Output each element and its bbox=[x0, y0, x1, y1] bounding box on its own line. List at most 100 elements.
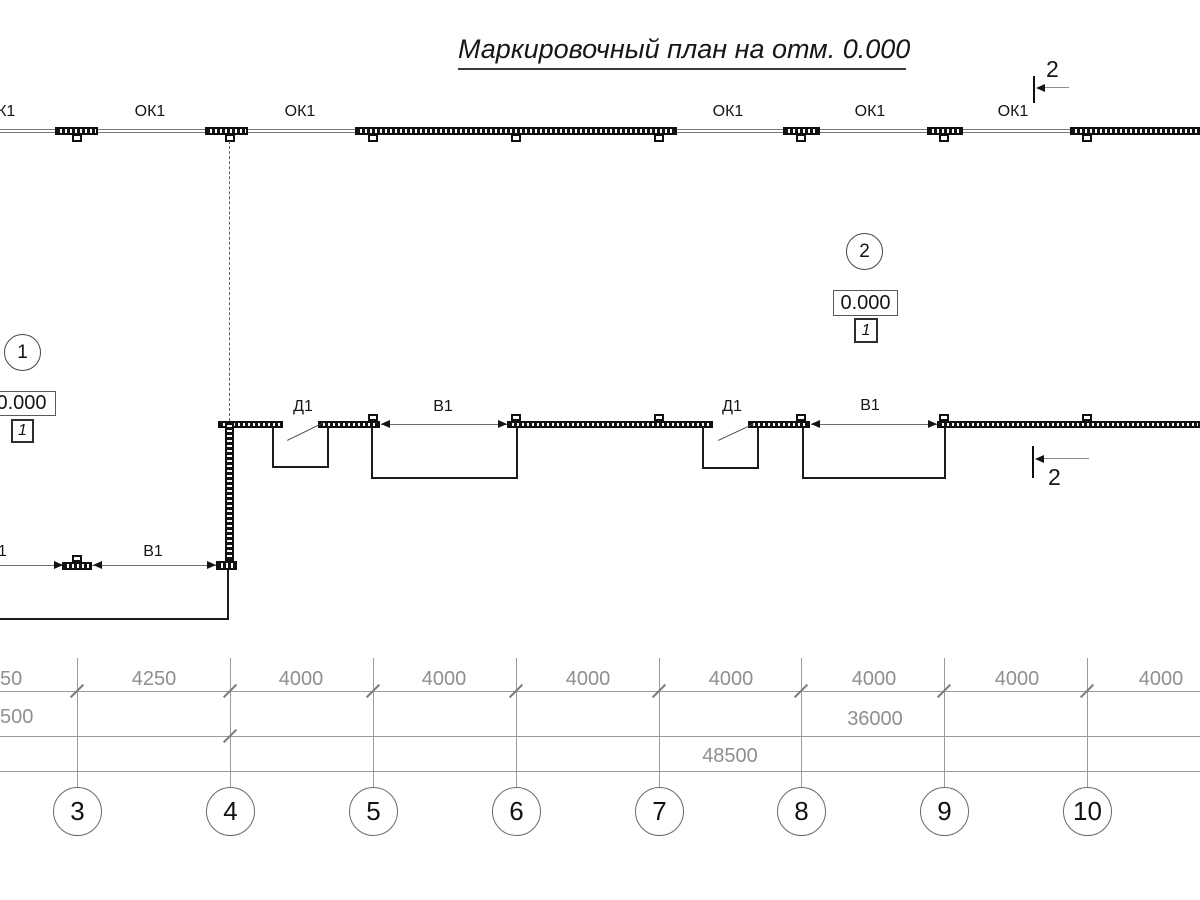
grid-line bbox=[516, 658, 517, 787]
elevation-value: 0.000 bbox=[0, 392, 47, 414]
window-label: ОК1 bbox=[997, 103, 1029, 120]
wall-pier bbox=[62, 562, 92, 570]
axis-circle: 3 bbox=[53, 787, 102, 836]
opening-arrow-icon bbox=[498, 420, 507, 428]
section-mark-label: 2 bbox=[1048, 464, 1061, 490]
grid-line bbox=[230, 658, 231, 787]
drawing-title: Маркировочный план на отм. 0.000 bbox=[458, 34, 910, 70]
note-number: 1 bbox=[18, 422, 27, 439]
view-circle: 2 bbox=[846, 233, 883, 270]
window-label: ОК1 bbox=[0, 103, 16, 120]
opening-arrow-icon bbox=[54, 561, 63, 569]
view-circle-number: 2 bbox=[859, 240, 870, 262]
wall-segment bbox=[507, 421, 713, 428]
gate-label: В1 bbox=[143, 543, 163, 560]
axis-circle: 10 bbox=[1063, 787, 1112, 836]
dimension-line bbox=[0, 771, 1200, 772]
section-mark-arrow-line bbox=[1039, 458, 1089, 459]
axis-number: 4 bbox=[223, 796, 238, 826]
gate-pit-outline bbox=[802, 427, 946, 479]
grid-line bbox=[801, 658, 802, 787]
section-mark-line bbox=[1032, 446, 1034, 478]
dim-label: 50 bbox=[0, 668, 23, 690]
elevation-box: 0.000 bbox=[833, 290, 898, 316]
opening-arrow-icon bbox=[811, 420, 820, 428]
axis-circle: 7 bbox=[635, 787, 684, 836]
dim-label: 36000 bbox=[847, 708, 903, 730]
dashed-axis-line bbox=[229, 141, 230, 421]
axis-circle: 9 bbox=[920, 787, 969, 836]
gate-pit-outline bbox=[371, 427, 518, 479]
grid-line bbox=[659, 658, 660, 787]
door-label: Д1 bbox=[293, 398, 313, 415]
note-number: 1 bbox=[861, 321, 871, 339]
column-tab bbox=[225, 134, 235, 142]
dim-label: 4000 bbox=[565, 668, 611, 690]
grid-line bbox=[944, 658, 945, 787]
section-mark-label: 2 bbox=[1046, 56, 1059, 82]
dim-label: 48500 bbox=[702, 745, 758, 767]
section-mark-line bbox=[1033, 76, 1035, 103]
gate-label: В1 bbox=[860, 397, 880, 414]
dim-label: 4000 bbox=[851, 668, 897, 690]
grid-line bbox=[77, 658, 78, 787]
dim-label: 4000 bbox=[708, 668, 754, 690]
axis-number: 8 bbox=[794, 796, 809, 826]
column-tab bbox=[654, 134, 664, 142]
axis-circle: 5 bbox=[349, 787, 398, 836]
dim-label: 4000 bbox=[1138, 668, 1184, 690]
axis-number: 3 bbox=[70, 796, 85, 826]
axis-number: 5 bbox=[366, 796, 381, 826]
gate-opening-line bbox=[811, 424, 937, 425]
elevation-box: 0.000 bbox=[0, 391, 56, 416]
axis-number: 10 bbox=[1073, 796, 1102, 826]
note-box: 1 bbox=[11, 419, 34, 443]
axis-circle: 8 bbox=[777, 787, 826, 836]
dim-label: 4250 bbox=[131, 668, 177, 690]
view-circle-number: 1 bbox=[17, 341, 28, 363]
gate-label: В1 bbox=[0, 543, 7, 560]
opening-arrow-icon bbox=[381, 420, 390, 428]
column-tab bbox=[72, 555, 82, 562]
dimension-line bbox=[0, 691, 1200, 692]
gate-pit-outline bbox=[0, 570, 229, 620]
section-mark-arrow-line bbox=[1040, 87, 1069, 88]
column-tab bbox=[796, 414, 806, 421]
column-tab bbox=[368, 414, 378, 421]
gate-opening-line bbox=[0, 565, 216, 566]
axis-number: 7 bbox=[652, 796, 667, 826]
axis-number: 6 bbox=[509, 796, 524, 826]
opening-arrow-icon bbox=[207, 561, 216, 569]
gate-opening-line bbox=[381, 424, 507, 425]
wall-pier bbox=[1070, 127, 1200, 135]
window-label: ОК1 bbox=[284, 103, 316, 120]
opening-arrow-icon bbox=[93, 561, 102, 569]
column-tab bbox=[511, 134, 521, 142]
window-label: ОК1 bbox=[712, 103, 744, 120]
view-circle: 1 bbox=[4, 334, 41, 371]
axis-number: 9 bbox=[937, 796, 952, 826]
axis-circle: 6 bbox=[492, 787, 541, 836]
opening-arrow-icon bbox=[928, 420, 937, 428]
grid-line bbox=[373, 658, 374, 787]
column-tab bbox=[1082, 414, 1092, 421]
section-arrow-icon bbox=[1036, 84, 1045, 92]
column-tab bbox=[654, 414, 664, 421]
door-pit-outline bbox=[702, 427, 759, 469]
note-box: 1 bbox=[854, 318, 878, 343]
door-label: Д1 bbox=[722, 398, 742, 415]
door-pit-outline bbox=[272, 427, 329, 468]
axis-circle: 4 bbox=[206, 787, 255, 836]
column-tab bbox=[72, 134, 82, 142]
wall-segment bbox=[218, 421, 283, 428]
gate-label: В1 bbox=[433, 398, 453, 415]
column-tab bbox=[939, 134, 949, 142]
column-tab bbox=[1082, 134, 1092, 142]
dim-label: 4000 bbox=[278, 668, 324, 690]
column-tab bbox=[796, 134, 806, 142]
wall-segment-vertical bbox=[225, 421, 234, 562]
wall-footing bbox=[216, 561, 237, 570]
dimension-line bbox=[0, 736, 1200, 737]
window-label: ОК1 bbox=[134, 103, 166, 120]
